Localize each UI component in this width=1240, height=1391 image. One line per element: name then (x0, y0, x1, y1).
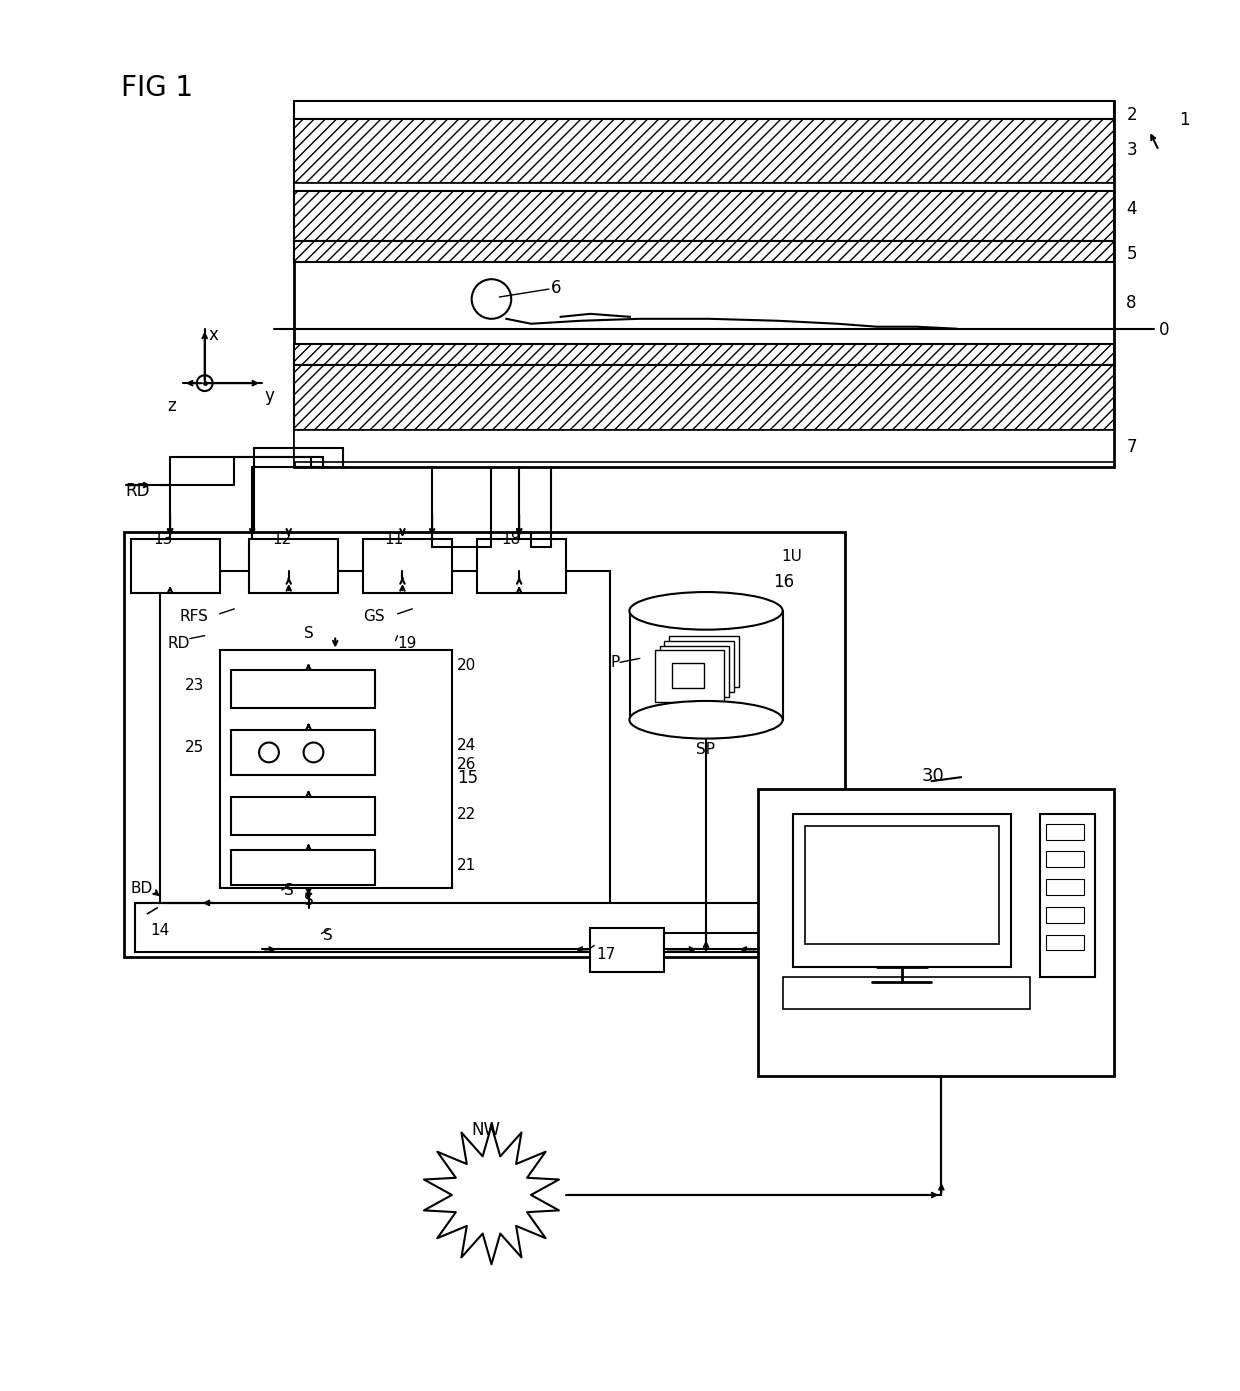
Text: P: P (610, 655, 619, 670)
Bar (294, 191, 1115, 241)
Text: FIG 1: FIG 1 (120, 74, 192, 103)
Bar (1047, 851, 1084, 867)
Text: 4: 4 (1126, 200, 1137, 218)
Text: 7: 7 (1126, 438, 1137, 456)
Text: RFS: RFS (180, 609, 208, 625)
Ellipse shape (630, 701, 782, 739)
Bar (249, 538, 339, 593)
Bar (759, 789, 1115, 1077)
Bar (135, 903, 832, 953)
Text: y: y (264, 387, 274, 405)
Text: S: S (304, 893, 314, 908)
Text: 2: 2 (1126, 106, 1137, 124)
Text: 24: 24 (456, 737, 476, 753)
Bar (805, 826, 998, 944)
Text: 20: 20 (456, 658, 476, 673)
Text: 23: 23 (185, 679, 205, 693)
Text: 8: 8 (1126, 294, 1137, 312)
Text: SP: SP (696, 741, 715, 757)
Text: 19: 19 (398, 636, 417, 651)
Bar (1047, 935, 1084, 950)
Text: 1U: 1U (781, 549, 802, 565)
Bar (294, 184, 1115, 191)
Bar (232, 797, 374, 835)
Bar (232, 850, 374, 885)
Bar (590, 928, 665, 972)
Bar (232, 730, 374, 775)
Text: 25: 25 (185, 740, 205, 754)
Bar (476, 538, 565, 593)
Text: 22: 22 (456, 807, 476, 822)
Text: 0: 0 (1159, 321, 1169, 339)
Bar (794, 814, 1011, 967)
Bar (665, 640, 734, 693)
Bar (219, 651, 451, 887)
Text: x: x (208, 325, 218, 344)
Text: 5: 5 (1126, 245, 1137, 263)
Text: 16: 16 (774, 573, 795, 591)
Text: 1: 1 (1179, 111, 1189, 129)
Bar (294, 102, 1115, 467)
Bar (294, 241, 1115, 263)
Bar (670, 636, 739, 687)
Text: GS: GS (363, 609, 384, 625)
Bar (655, 651, 724, 702)
Text: S: S (304, 626, 314, 641)
Bar (1047, 879, 1084, 894)
Text: 14: 14 (150, 922, 170, 938)
Text: 21: 21 (456, 858, 476, 874)
Bar (232, 670, 374, 708)
Text: z: z (167, 396, 176, 415)
Bar (130, 538, 219, 593)
Bar (124, 531, 846, 957)
Text: S: S (284, 883, 294, 899)
Bar (160, 572, 610, 912)
Bar (363, 538, 451, 593)
Bar (672, 664, 704, 689)
Bar (660, 645, 729, 697)
Text: RD: RD (125, 483, 150, 501)
Text: 30: 30 (921, 768, 945, 786)
Text: 11: 11 (384, 531, 404, 547)
Bar (294, 118, 1115, 184)
Text: BD: BD (130, 881, 153, 896)
Text: 13: 13 (154, 531, 172, 547)
Text: 6: 6 (551, 280, 562, 298)
Bar (1047, 823, 1084, 840)
Text: NW: NW (471, 1121, 501, 1139)
Bar (294, 366, 1115, 430)
Bar (294, 430, 1115, 462)
Text: 26: 26 (456, 757, 476, 772)
Ellipse shape (630, 593, 782, 630)
Bar (294, 344, 1115, 366)
Text: 17: 17 (596, 947, 615, 963)
Text: S: S (324, 928, 334, 943)
Text: 12: 12 (272, 531, 291, 547)
Text: 18: 18 (501, 531, 521, 547)
Text: 3: 3 (1126, 140, 1137, 159)
Bar (1040, 814, 1095, 976)
Bar (784, 976, 1030, 1008)
Text: RD: RD (167, 636, 190, 651)
Text: 15: 15 (456, 769, 477, 787)
Bar (294, 102, 1115, 118)
Bar (1047, 907, 1084, 922)
